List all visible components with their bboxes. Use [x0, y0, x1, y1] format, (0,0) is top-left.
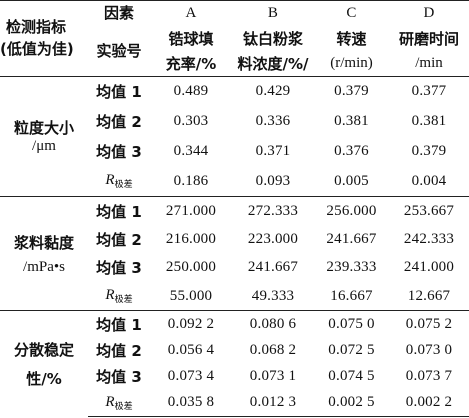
- value-cell: 0.005: [334, 172, 369, 189]
- column-name-b-line1: 钛白粉浆: [242, 29, 303, 48]
- stat-label: 均值 1: [88, 310, 150, 338]
- range-label: R极差: [105, 287, 133, 306]
- value-cell: 0.002 5: [314, 389, 389, 417]
- value-cell: 0.004: [411, 172, 447, 189]
- range-label: R极差: [88, 389, 150, 417]
- value-cell: 0.072 5: [328, 341, 375, 358]
- column-name-c-line1: 转速: [336, 29, 367, 48]
- column-letter-b: B: [232, 0, 314, 26]
- value-cell: 55.000: [169, 287, 213, 304]
- value-cell: 272.333: [232, 196, 314, 226]
- stat-label: 均值 2: [96, 341, 142, 360]
- stat-label: 均值 2: [96, 230, 142, 249]
- column-name-c-line2: (r/min): [330, 54, 373, 71]
- table-row: 均值 2 216.000 223.000 241.667 242.333: [0, 225, 469, 254]
- stat-label: 均值 1: [88, 196, 150, 226]
- column-name-d-line1: 研磨时间: [398, 29, 459, 48]
- value-cell: 0.381: [334, 112, 369, 129]
- value-cell: 0.035 8: [150, 389, 232, 417]
- stat-label: 均值 3: [96, 142, 142, 161]
- factor-label: 因素: [88, 0, 150, 26]
- value-cell: 0.073 1: [249, 368, 297, 385]
- value-cell: 256.000: [314, 196, 389, 226]
- column-name-a-line1: 锆球填: [168, 29, 214, 48]
- header-row-units: 充率/% 料浓度/%/ (r/min) /min: [0, 51, 469, 76]
- value-cell: 0.073 4: [167, 368, 215, 385]
- value-cell: 0.080 6: [232, 310, 314, 338]
- group-label-slurry-viscosity: 浆料黏度 /mPa•s: [0, 196, 88, 311]
- value-cell: 16.667: [330, 287, 373, 304]
- value-cell: 12.667: [407, 287, 451, 304]
- value-cell: 0.381: [411, 112, 447, 129]
- value-cell: 241.000: [403, 259, 455, 276]
- stat-label: 均值 3: [96, 368, 142, 387]
- column-letter-c: C: [314, 0, 389, 26]
- value-cell: 0.075 0: [314, 310, 389, 338]
- value-cell: 0.073 7: [405, 368, 453, 385]
- value-cell: 0.186: [173, 172, 209, 189]
- value-cell: 0.056 4: [167, 341, 215, 358]
- table-row: 均值 2 0.303 0.336 0.381 0.381: [0, 106, 469, 136]
- experiment-label: 实验号: [96, 41, 142, 60]
- table-row: 均值 2 0.056 4 0.068 2 0.072 5 0.073 0: [0, 337, 469, 363]
- value-cell: 216.000: [165, 230, 217, 247]
- value-cell: 0.376: [334, 142, 369, 159]
- value-cell: 0.379: [411, 142, 447, 159]
- header-row-names: 实验号 锆球填 钛白粉浆 转速 研磨时间: [0, 25, 469, 60]
- table-row: 均值 3 0.344 0.371 0.376 0.379: [0, 136, 469, 166]
- table-row: 粒度大小 /μm 均值 1 0.489 0.429 0.379 0.377: [0, 75, 469, 197]
- corner-header-indicator: 检测指标 (低值为佳): [0, 0, 88, 77]
- value-cell: 0.093: [255, 172, 291, 189]
- stat-label: 均值 1: [88, 75, 150, 107]
- value-cell: 0.002 2: [389, 389, 469, 417]
- column-name-b-line2: 料浓度/%/: [237, 54, 309, 73]
- value-cell: 239.333: [326, 259, 377, 276]
- stat-label: 均值 3: [96, 259, 142, 278]
- value-cell: 242.333: [403, 230, 455, 247]
- value-cell: 0.074 5: [328, 368, 375, 385]
- indicator-label-line1: 检测指标: [6, 18, 67, 37]
- value-cell: 0.073 0: [405, 341, 453, 358]
- value-cell: 0.429: [232, 75, 314, 107]
- table-row: R极差 55.000 49.333 16.667 12.667: [0, 282, 469, 311]
- group-label-dispersion-stability: 分散稳定 性/%: [0, 310, 88, 417]
- value-cell: 0.379: [314, 75, 389, 107]
- column-name-a-line2: 充率/%: [165, 54, 217, 73]
- table-row: 均值 3 250.000 241.667 239.333 241.000: [0, 254, 469, 283]
- group-label-particle-size: 粒度大小 /μm: [0, 75, 88, 197]
- column-letter-a: A: [150, 0, 232, 26]
- value-cell: 250.000: [165, 259, 217, 276]
- value-cell: 253.667: [389, 196, 469, 226]
- indicator-label-line2: (低值为佳): [0, 40, 74, 59]
- range-label: R极差: [105, 172, 133, 191]
- table-row: 分散稳定 性/% 均值 1 0.092 2 0.080 6 0.075 0 0.…: [0, 310, 469, 417]
- value-cell: 0.303: [173, 112, 209, 129]
- value-cell: 0.344: [173, 142, 209, 159]
- value-cell: 223.000: [247, 230, 299, 247]
- value-cell: 0.377: [389, 75, 469, 107]
- value-cell: 241.667: [247, 259, 299, 276]
- table-row: 浆料黏度 /mPa•s 均值 1 271.000 272.333 256.000…: [0, 196, 469, 311]
- table-row: R极差 0.186 0.093 0.005 0.004: [0, 166, 469, 196]
- table-row: R极差 0.035 8 0.012 3 0.002 5 0.002 2: [0, 389, 469, 417]
- header-row-letters: 检测指标 (低值为佳) 因素 A B C D: [0, 0, 469, 77]
- stat-label: 均值 2: [96, 112, 142, 131]
- value-cell: 0.075 2: [389, 310, 469, 338]
- value-cell: 0.092 2: [150, 310, 232, 338]
- value-cell: 271.000: [150, 196, 232, 226]
- value-cell: 0.012 3: [232, 389, 314, 417]
- value-cell: 0.489: [150, 75, 232, 107]
- value-cell: 0.336: [255, 112, 291, 129]
- table-row: 均值 3 0.073 4 0.073 1 0.074 5 0.073 7: [0, 364, 469, 390]
- value-cell: 49.333: [251, 287, 295, 304]
- value-cell: 0.068 2: [249, 341, 297, 358]
- value-cell: 241.667: [326, 230, 377, 247]
- value-cell: 0.371: [255, 142, 291, 159]
- column-name-d-line2: /min: [415, 54, 443, 71]
- column-letter-d: D: [389, 0, 469, 26]
